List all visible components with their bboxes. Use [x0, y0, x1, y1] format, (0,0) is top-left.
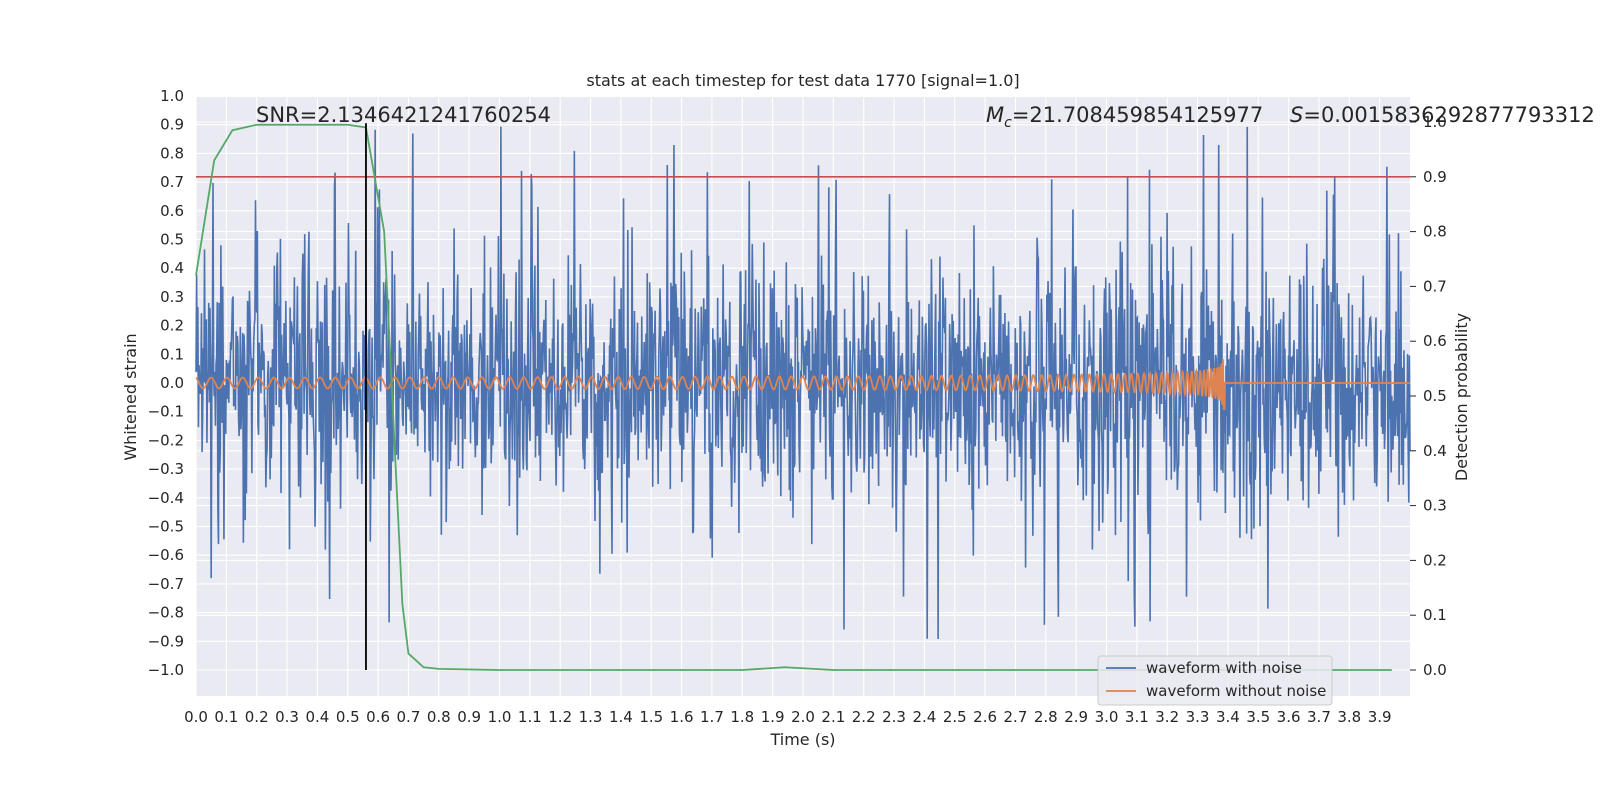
- y-tick-label: 0.8: [160, 144, 184, 162]
- x-tick-label: 1.8: [730, 708, 754, 726]
- legend: waveform with noise waveform without noi…: [1097, 655, 1333, 706]
- y-tick-label: −0.7: [148, 575, 184, 593]
- x-tick-label: 0.3: [275, 708, 299, 726]
- y-axis-title: Whitened strain: [121, 333, 140, 460]
- x-tick-label: 3.2: [1155, 708, 1179, 726]
- chart-title: stats at each timestep for test data 177…: [586, 71, 1019, 90]
- y-right-tick-label: 1.0: [1423, 113, 1447, 131]
- mc-value: =21.708459854125977: [1012, 103, 1263, 127]
- x-tick-label: 0.4: [305, 708, 329, 726]
- x-tick-label: 2.7: [1004, 708, 1028, 726]
- y-tick-label: −0.1: [148, 403, 184, 421]
- x-tick-label: 2.1: [821, 708, 845, 726]
- x-tick-label: 3.6: [1277, 708, 1301, 726]
- legend-box: [1097, 655, 1333, 706]
- x-tick-label: 2.0: [791, 708, 815, 726]
- x-tick-label: 1.7: [700, 708, 724, 726]
- snr-annotation: SNR=2.1346421241760254: [256, 103, 551, 127]
- x-tick-label: 2.3: [882, 708, 906, 726]
- y-tick-label: 0.4: [160, 259, 184, 277]
- x-tick-label: 0.2: [245, 708, 269, 726]
- x-tick-label: 0.1: [214, 708, 238, 726]
- x-tick-label: 3.1: [1125, 708, 1149, 726]
- series-detection-probability: [195, 123, 1392, 671]
- y-tick-label: −0.4: [148, 489, 184, 507]
- y-right-tick-label: 0.2: [1423, 551, 1447, 569]
- y-tick-label: 0.1: [160, 345, 184, 363]
- series-waveform-without-noise: [195, 359, 1410, 411]
- mc-subscript: c: [1004, 115, 1012, 131]
- x-tick-label: 2.6: [973, 708, 997, 726]
- x-tick-label: 2.4: [912, 708, 936, 726]
- mc-symbol: M: [986, 103, 1004, 127]
- y-right-tick-label: 0.3: [1423, 497, 1447, 515]
- y-tick-label: −0.3: [148, 460, 184, 478]
- x-tick-label: 1.2: [548, 708, 572, 726]
- x-tick-label: 1.9: [761, 708, 785, 726]
- data-layer: [195, 123, 1411, 671]
- y-right-tick-label: 0.6: [1423, 332, 1447, 350]
- x-tick-label: 2.5: [943, 708, 967, 726]
- legend-label-waveform-without-noise: waveform without noise: [1146, 682, 1326, 700]
- y-tick-label: 0.6: [160, 202, 184, 220]
- x-tick-label: 0.7: [397, 708, 421, 726]
- x-tick-label: 3.8: [1337, 708, 1361, 726]
- y-tick-label: 0.2: [160, 317, 184, 335]
- x-tick-label: 1.4: [609, 708, 633, 726]
- x-tick-label: 2.8: [1034, 708, 1058, 726]
- axes: 0.0 0.1 0.2 0.3 0.4 0.5 0.6 0.7 0.8 0.9 1.0 1.1 1.2 1…: [148, 87, 1447, 726]
- x-tick-label: 1.3: [579, 708, 603, 726]
- y-right-tick-label: 0.4: [1423, 442, 1447, 460]
- y-tick-label: −1.0: [148, 661, 184, 679]
- x-tick-label: 3.0: [1095, 708, 1119, 726]
- x-tick-label: 1.0: [488, 708, 512, 726]
- y-right-tick-label: 0.9: [1423, 168, 1447, 186]
- x-tick-label: 1.6: [670, 708, 694, 726]
- legend-label-waveform-with-noise: waveform with noise: [1146, 659, 1302, 677]
- x-axis-title: Time (s): [769, 730, 835, 749]
- x-tick-label: 3.3: [1186, 708, 1210, 726]
- x-tick-label: 0.8: [427, 708, 451, 726]
- s-symbol: S: [1290, 103, 1303, 127]
- y-tick-label: 0.0: [160, 374, 184, 392]
- y-tick-label: 0.9: [160, 116, 184, 134]
- x-tick-label: 2.9: [1064, 708, 1088, 726]
- x-tick-label: 3.9: [1368, 708, 1392, 726]
- x-tick-label: 0.9: [457, 708, 481, 726]
- x-tick-label: 0.6: [366, 708, 390, 726]
- y-tick-label: 0.5: [160, 231, 184, 249]
- y-tick-label: 0.3: [160, 288, 184, 306]
- s-value: =0.0015836292877793312: [1303, 103, 1595, 127]
- y-axis-right-title: Detection probability: [1452, 313, 1471, 481]
- s-annotation: S=0.0015836292877793312: [1290, 103, 1595, 127]
- x-tick-label: 3.5: [1246, 708, 1270, 726]
- series-waveform-with-noise: [195, 126, 1411, 640]
- y-tick-label: −0.9: [148, 632, 184, 650]
- x-tick-label: 2.2: [852, 708, 876, 726]
- grid: [195, 95, 1410, 696]
- y-tick-label: 1.0: [160, 87, 184, 105]
- y-right-tick-label: 0.7: [1423, 277, 1447, 295]
- x-tick-label: 1.5: [639, 708, 663, 726]
- x-tick-label: 0.5: [336, 708, 360, 726]
- y-tick-label: −0.6: [148, 546, 184, 564]
- chirp-mass-annotation: Mc=21.708459854125977: [986, 103, 1263, 131]
- y-right-tick-label: 0.1: [1423, 606, 1447, 624]
- y-right-tick-label: 0.8: [1423, 223, 1447, 241]
- x-tick-label: 0.0: [184, 708, 208, 726]
- x-tick-label: 3.4: [1216, 708, 1240, 726]
- y-right-tick-label: 0.0: [1423, 661, 1447, 679]
- x-tick-label: 1.1: [518, 708, 542, 726]
- y-tick-label: −0.5: [148, 518, 184, 536]
- y-tick-label: 0.7: [160, 173, 184, 191]
- y-right-tick-label: 0.5: [1423, 387, 1447, 405]
- y-tick-label: −0.2: [148, 431, 184, 449]
- x-tick-label: 3.7: [1307, 708, 1331, 726]
- y-tick-label: −0.8: [148, 604, 184, 622]
